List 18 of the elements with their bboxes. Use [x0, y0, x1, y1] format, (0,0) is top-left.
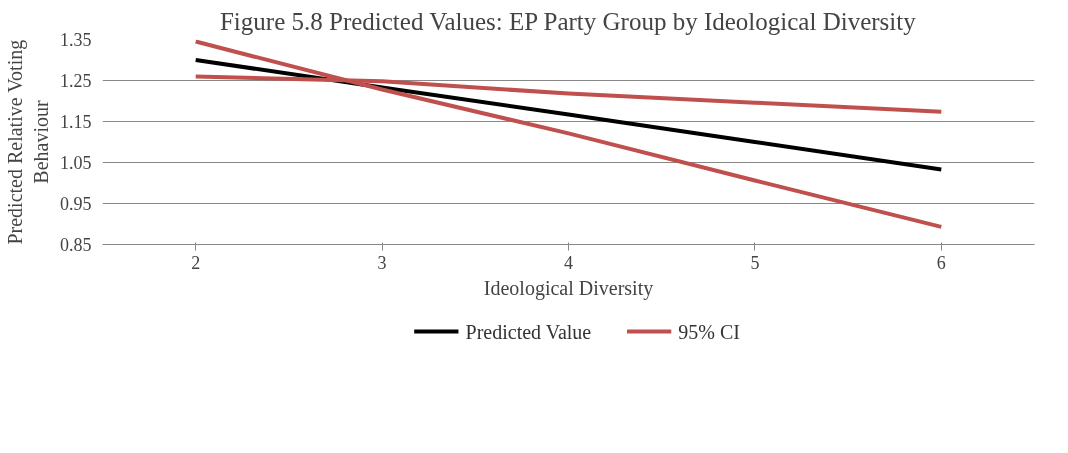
x-tick-label: 6	[936, 252, 946, 273]
y-tick-label: 0.85	[60, 235, 92, 255]
line-series	[193, 58, 944, 172]
x-tick-label: 4	[564, 252, 573, 273]
y-tick-label: 1.25	[60, 71, 92, 91]
x-tick-label: 3	[377, 252, 387, 273]
y-tick-label: 1.35	[60, 30, 92, 50]
y-tick-label: 1.15	[60, 112, 92, 132]
y-axis-title: Predicted Relative Voting Behaviour	[3, 39, 52, 245]
y-tick-label: 0.95	[60, 194, 92, 214]
legend-label: 95% CI	[678, 320, 741, 343]
x-axis-title: Ideological Diversity	[483, 276, 654, 300]
line-series	[193, 39, 944, 229]
x-tick-label: 2	[191, 252, 201, 273]
legend-label: Predicted Value	[465, 320, 592, 343]
chart-title: Figure 5.8 Predicted Values: EP Party Group by Ideological Diversity	[219, 7, 917, 35]
x-tick-label: 5	[750, 252, 760, 273]
y-tick-label: 1.05	[60, 153, 92, 173]
